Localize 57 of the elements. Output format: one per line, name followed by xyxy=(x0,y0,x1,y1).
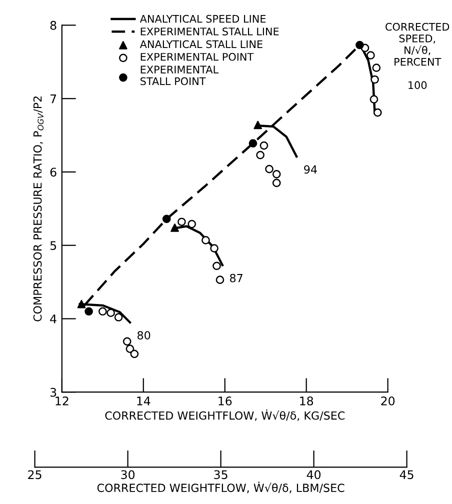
y-axis-title: COMPRESSOR PRESSURE RATIO, P$_{OGV}$/P2 xyxy=(33,96,44,322)
point xyxy=(170,224,179,232)
point xyxy=(248,139,258,148)
y-tick-label: 8 xyxy=(50,20,56,30)
text: CORRECTED SPEED, N/√θ, PERCENT 100 xyxy=(386,22,450,90)
point xyxy=(98,307,107,316)
point xyxy=(130,350,139,358)
x2-tick-label: 30 xyxy=(121,470,135,480)
point xyxy=(188,220,196,228)
point xyxy=(370,95,378,104)
x-axis-title: CORRECTED WEIGHTFLOW, Ẇ√θ/δ, KG/SEC xyxy=(105,409,345,421)
point xyxy=(84,307,93,316)
x2-tick-label: 40 xyxy=(306,470,321,480)
point xyxy=(373,108,382,117)
point xyxy=(202,236,210,244)
point xyxy=(106,308,115,318)
y-tick-label: 6 xyxy=(50,168,56,177)
point xyxy=(162,214,171,224)
point xyxy=(212,262,221,270)
x2-axis-title: CORRECTED WEIGHTFLOW, Ẇ√θ/δ, LBM/SEC xyxy=(97,482,344,494)
x2-tick-label: 35 xyxy=(214,470,228,480)
y-tick-label: 3 xyxy=(50,388,56,397)
point xyxy=(265,164,274,174)
x-tick-label: 12 xyxy=(56,396,68,406)
point xyxy=(372,64,381,72)
point xyxy=(216,276,224,284)
point xyxy=(370,75,379,84)
x-tick-label: 16 xyxy=(218,396,232,406)
annotation: 80 xyxy=(138,331,150,340)
legend-label: ANALYTICAL STALL LINE xyxy=(140,40,262,48)
x2-tick-label: 25 xyxy=(28,470,42,480)
legend-label: ANALYTICAL SPEED LINE xyxy=(140,14,266,23)
x-tick-label: 14 xyxy=(137,396,150,406)
x-tick-label: 18 xyxy=(300,396,314,406)
annotation: 87 xyxy=(230,274,242,282)
point xyxy=(272,170,281,178)
y-tick-label: 4 xyxy=(50,314,56,324)
point xyxy=(122,337,132,346)
point xyxy=(178,218,186,226)
point xyxy=(272,178,281,188)
point xyxy=(126,344,134,353)
y-tick-label: 5 xyxy=(50,241,56,250)
legend-label: EXPERIMENTAL POINT xyxy=(140,52,254,61)
point xyxy=(210,244,218,252)
x-tick-label: 20 xyxy=(381,396,395,406)
point xyxy=(254,120,262,130)
annotation: 94 xyxy=(304,165,317,174)
point xyxy=(260,141,268,150)
point xyxy=(366,51,375,60)
legend-label: EXPERIMENTAL STALL POINT xyxy=(140,66,219,86)
point xyxy=(77,300,86,308)
point xyxy=(114,313,123,322)
y-tick-label: 7 xyxy=(50,94,56,104)
point xyxy=(256,150,264,160)
point xyxy=(356,40,364,50)
x2-tick-label: 45 xyxy=(400,470,414,480)
legend-label: EXPERIMENTAL STALL LINE xyxy=(140,28,279,36)
